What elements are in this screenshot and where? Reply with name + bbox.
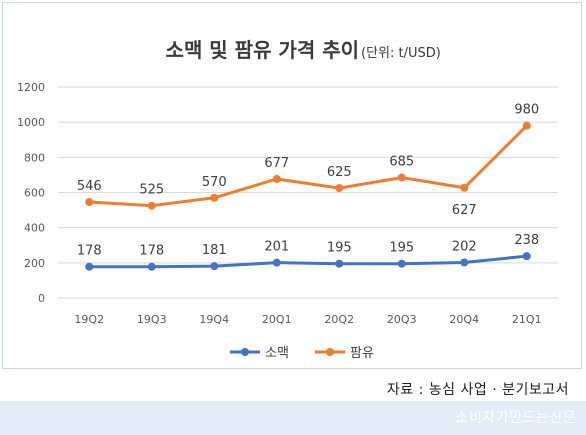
data-point [460,183,469,192]
y-tick-label: 0 [38,292,45,305]
data-label: 546 [77,179,102,194]
legend-label: 소맥 [265,346,289,361]
data-point [210,262,219,271]
data-point [397,173,406,182]
data-label: 685 [389,155,414,170]
data-point [335,259,344,268]
data-label: 178 [139,244,164,259]
data-label: 677 [264,156,289,171]
chart-frame: 소맥 및 팜유 가격 추이 (단위: t/USD) 0 200 400 600 800 1… [2,2,582,398]
data-point [335,184,344,193]
x-tick-label: 19Q4 [199,313,229,326]
chart-title: 소맥 및 팜유 가격 추이 [166,38,359,62]
x-tick-label: 20Q1 [262,313,292,326]
chart-subtitle: (단위: t/USD) [361,46,441,61]
y-tick-label: 400 [24,222,45,235]
data-label: 195 [327,241,352,256]
legend-marker [241,348,249,356]
series-line [87,254,529,269]
x-tick-label: 21Q1 [512,313,542,326]
y-tick-label: 1000 [17,116,45,129]
watermark: 소비자가만드는신문 [455,410,576,426]
data-label: 201 [264,240,289,255]
source-note: 자료 : 농심 사업 · 분기보고서 [386,382,569,398]
data-point [272,258,281,267]
data-label: 570 [202,175,227,190]
chart: 소맥 및 팜유 가격 추이 (단위: t/USD) 0 200 400 600 800 1… [17,38,558,361]
x-tick-label: 19Q3 [137,313,167,326]
data-label: 181 [202,243,227,258]
data-label: 525 [139,183,164,198]
data-label: 238 [514,233,539,248]
data-label: 195 [389,241,414,256]
data-label: 980 [514,103,539,118]
data-point [85,262,94,271]
x-tick-label: 20Q2 [324,313,354,326]
data-label: 627 [452,203,477,218]
data-label: 178 [77,244,102,259]
y-tick-label: 600 [24,187,45,200]
legend-label: 팜유 [350,346,374,361]
data-point [85,197,94,206]
data-point [522,252,531,261]
data-point [272,174,281,183]
y-tick-label: 1200 [17,81,45,94]
data-label: 202 [452,239,477,254]
data-point [460,258,469,267]
x-tick-label: 20Q3 [387,313,417,326]
series-line [87,124,529,208]
data-point [147,262,156,271]
data-point [522,121,531,130]
watermark-bar: 소비자가만드는신문 [0,401,586,435]
data-label: 625 [327,165,352,180]
x-tick-label: 19Q2 [74,313,104,326]
y-tick-label: 200 [24,257,45,270]
data-point [397,259,406,268]
data-point [147,201,156,210]
y-tick-label: 800 [24,151,45,164]
legend-marker [326,348,334,356]
x-tick-label: 20Q4 [449,313,479,326]
data-point [210,193,219,202]
